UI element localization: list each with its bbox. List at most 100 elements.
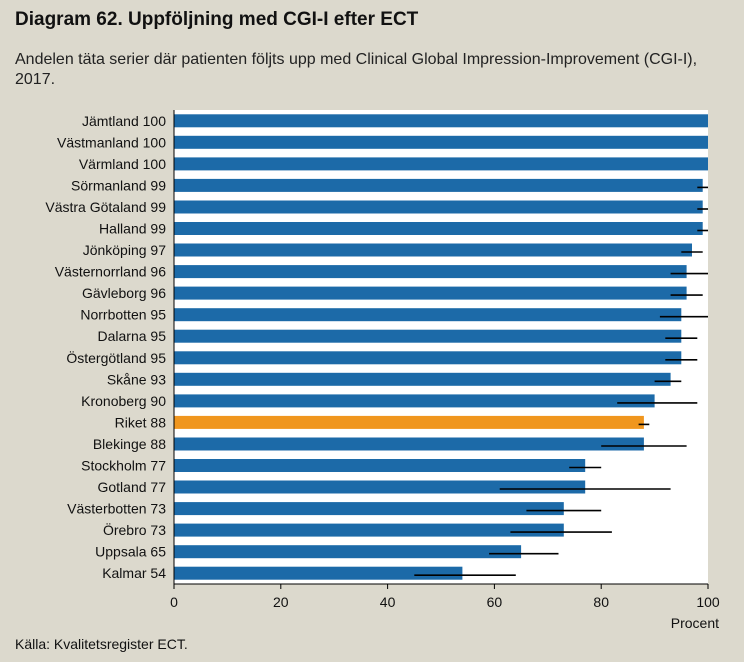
category-label: Gotland 77 [97,479,166,495]
category-label: Skåne 93 [107,371,166,387]
chart-subtitle: Andelen täta serier där patienten följts… [15,51,698,88]
category-label: Sörmanland 99 [71,177,166,193]
category-label: Västernorrland 96 [55,264,167,280]
category-label: Riket 88 [115,414,167,430]
data-label: 54 [150,565,166,581]
x-tick-label: 0 [170,594,178,610]
category-name: Skåne [107,371,151,387]
error-bars-group [414,186,708,577]
data-label: 73 [150,522,166,538]
category-name: Västerbotten [67,501,150,517]
bar-skåne [174,372,671,386]
data-label: 96 [150,285,166,301]
category-label: Halland 99 [99,221,166,237]
bar-halland [174,222,703,235]
data-label: 90 [150,393,166,409]
data-label: 96 [150,264,166,280]
bar-kronoberg [174,394,655,408]
bar-västmanland [174,135,708,149]
data-label: 77 [150,458,166,474]
category-name: Jämtland [82,113,143,129]
category-name: Blekinge [93,436,151,452]
bar-västerbotten [174,502,564,516]
bar-dalarna [174,329,682,343]
category-name: Stockholm [81,458,150,474]
data-label: 99 [150,177,166,193]
data-label: 99 [150,199,166,215]
bar-blekinge [174,437,644,451]
category-name: Gotland [97,479,150,495]
data-label: 95 [150,328,166,344]
data-label: 88 [150,414,166,430]
category-label: Värmland 100 [79,156,166,172]
category-label: Örebro 73 [103,521,166,538]
data-label: 100 [143,156,167,172]
data-label: 73 [150,501,166,517]
category-name: Kalmar [102,565,150,581]
category-label: Kronoberg 90 [81,393,166,409]
x-tick-label: 80 [593,594,609,610]
category-label: Västra Götaland 99 [45,199,166,215]
bar-sörmanland [174,178,703,192]
category-label: Uppsala 65 [95,544,166,560]
category-name: Dalarna [98,328,151,344]
bar-örebro [174,523,564,537]
category-label: Stockholm 77 [81,458,166,474]
data-label: 99 [150,221,166,237]
data-label: 97 [150,242,166,258]
category-label: Västmanland 100 [57,134,166,150]
x-tick-label: 20 [273,594,289,610]
bar-stockholm [174,459,586,472]
category-name: Västernorrland [55,264,151,280]
bar-gävleborg [174,286,687,300]
data-label: 77 [150,479,166,495]
category-label: Östergötland 95 [66,349,166,366]
data-label: 93 [150,371,166,387]
category-label: Västerbotten 73 [67,501,166,517]
source-note: Källa: Kvalitetsregister ECT. [15,636,188,652]
x-tick-label: 40 [380,594,396,610]
bar-uppsala [174,545,522,559]
bar-jönköping [174,243,692,257]
bar-gotland [174,480,586,494]
x-tick-label: 60 [487,594,503,610]
data-label: 100 [143,113,167,129]
data-label: 65 [150,544,166,560]
x-axis-label: Procent [671,615,719,631]
category-name: Jönköping [83,242,151,258]
category-name: Västmanland [57,134,143,150]
x-axis: 0 20 40 60 80 100 [170,110,720,610]
category-label: Jönköping 97 [83,242,167,258]
category-label: Dalarna 95 [98,328,167,344]
bars-group [174,114,708,580]
data-label: 95 [150,350,166,366]
category-name: Västra Götaland [45,199,150,215]
category-name: Gävleborg [82,285,150,301]
data-label: 100 [143,134,167,150]
bar-värmland [174,157,708,171]
x-tick-label: 100 [696,594,720,610]
category-name: Halland [99,221,150,237]
category-name: Kronoberg [81,393,150,409]
bar-riket [174,415,644,429]
category-label: Kalmar 54 [102,565,166,581]
bar-jämtland [174,114,708,128]
chart-title: Diagram 62. Uppföljning med CGI-I efter … [15,9,419,30]
category-label: Blekinge 88 [93,436,166,452]
category-name: Östergötland [66,349,150,366]
category-name: Norrbotten [80,307,150,323]
bar-västernorrland [174,265,687,279]
category-name: Sörmanland [71,177,150,193]
bar-västra-götaland [174,200,703,214]
category-label: Norrbotten 95 [80,307,166,323]
bar-norrbotten [174,308,682,322]
category-label: Jämtland 100 [82,113,166,129]
bar-östergötland [174,351,682,365]
data-label: 88 [150,436,166,452]
category-name: Riket [115,414,151,430]
bar-kalmar [174,566,463,580]
category-name: Värmland [79,156,143,172]
category-name: Örebro [103,521,150,538]
